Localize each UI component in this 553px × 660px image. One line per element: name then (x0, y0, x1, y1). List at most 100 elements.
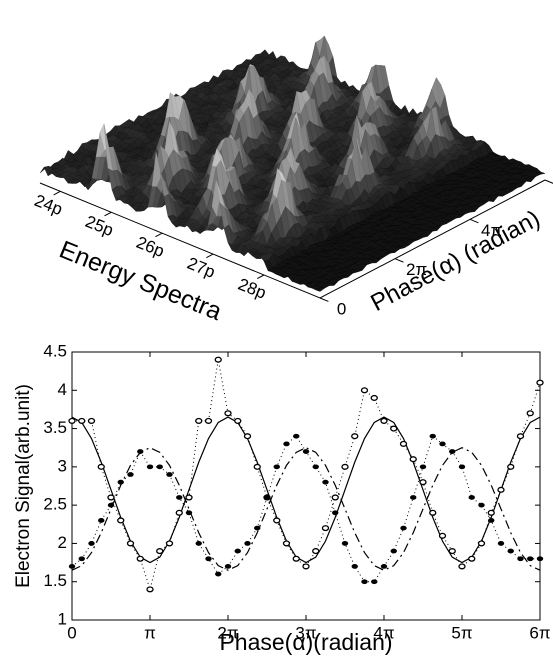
data-point (87, 417, 96, 424)
data-point (282, 540, 291, 547)
data-point (536, 556, 544, 562)
data-point (234, 417, 242, 424)
x-tick-label: 24p (32, 191, 65, 219)
x-tick-label: 27p (185, 254, 218, 282)
data-point (341, 463, 349, 470)
data-point (244, 541, 251, 546)
data-point (439, 441, 446, 447)
data-point (458, 464, 466, 470)
y-tick-label: 2π (406, 260, 427, 279)
data-point (507, 548, 514, 554)
data-point (321, 525, 330, 532)
data-point (107, 494, 115, 501)
x-axis-label: Phase(α)(radian) (219, 629, 392, 655)
y-tick-label: 4 (58, 380, 67, 399)
data-point (468, 555, 476, 562)
series-line (71, 416, 541, 564)
data-point (302, 449, 310, 454)
plot-frame (71, 351, 541, 621)
data-point (341, 541, 349, 546)
x-tick-label: 5π (451, 623, 472, 642)
x-tick (206, 253, 214, 259)
x-tick-label: 0 (67, 623, 76, 642)
data-point (536, 379, 544, 386)
data-point (517, 556, 524, 562)
data-point (322, 479, 329, 485)
x-tick-label: 6π (529, 623, 550, 642)
data-point (419, 479, 427, 486)
data-point (527, 556, 534, 562)
data-point (332, 510, 339, 516)
data-point (371, 579, 378, 585)
data-point (429, 509, 437, 516)
x-tick-label: 28p (235, 275, 268, 303)
data-point (215, 571, 222, 577)
data-point (127, 472, 134, 477)
y-tick (469, 218, 479, 224)
data-point (438, 532, 447, 539)
data-point (195, 417, 203, 424)
data-point (390, 425, 398, 432)
data-point (243, 433, 252, 440)
line-plot: 1 1.5 2 2.5 3 3.5 4 4.5 0 π 2π 3π 4π 5π 6π Phase(α)(rad… (13, 341, 551, 655)
series-line (71, 447, 541, 571)
data-point (253, 463, 261, 470)
y-tick-label: 1.5 (43, 571, 67, 590)
data-point (380, 564, 388, 569)
data-point (98, 518, 105, 523)
data-point (68, 564, 76, 569)
data-point (302, 563, 310, 570)
data-point (175, 509, 183, 516)
x-tick-label: π (144, 623, 156, 642)
data-point (468, 495, 475, 500)
data-point (166, 472, 173, 477)
data-point (78, 556, 85, 562)
data-point (351, 564, 358, 569)
x-tick-label: 26p (134, 233, 167, 261)
x-tick-label: 3π (295, 623, 316, 642)
data-point (410, 495, 417, 500)
data-point (478, 502, 485, 508)
data-point (409, 456, 417, 463)
series-line (72, 359, 541, 592)
data-point (370, 394, 378, 401)
x-tick (104, 211, 112, 217)
data-point (137, 449, 144, 454)
data-point (312, 464, 319, 470)
data-point (497, 541, 505, 546)
data-point (156, 464, 163, 470)
data-point (234, 548, 241, 554)
y-tick-label: 4π (481, 221, 502, 240)
y-tick-label: 3 (58, 456, 67, 475)
data-point (165, 540, 174, 547)
data-point (107, 502, 115, 508)
data-point (156, 548, 164, 555)
data-point (224, 410, 232, 417)
data-point (195, 541, 202, 546)
data-point (526, 410, 534, 417)
y-tick (319, 297, 329, 302)
y-axis-label: Electron Signal(arb.unit) (13, 384, 34, 588)
data-point (429, 433, 436, 439)
surface-plot: 24p25p26p27p28p02π4π6πEnergy SpectraPhas… (32, 35, 553, 326)
data-point (292, 555, 300, 562)
data-point (88, 541, 95, 546)
data-point (380, 417, 388, 424)
y-tick-label: 2 (58, 533, 67, 552)
data-point (390, 548, 397, 554)
x-tick-label: 25p (83, 212, 116, 240)
data-point (448, 548, 456, 555)
x-tick (53, 190, 61, 196)
data-point (117, 479, 124, 485)
data-point (204, 417, 213, 424)
y-tick-label: 2.5 (43, 495, 67, 514)
data-point (214, 356, 222, 363)
data-point (488, 518, 495, 523)
data-point (449, 449, 456, 454)
y-tick-label: 3.5 (43, 418, 67, 437)
data-point (487, 509, 495, 516)
data-point (176, 495, 183, 500)
y-tick-label: 0 (337, 300, 346, 319)
data-point (205, 556, 212, 562)
